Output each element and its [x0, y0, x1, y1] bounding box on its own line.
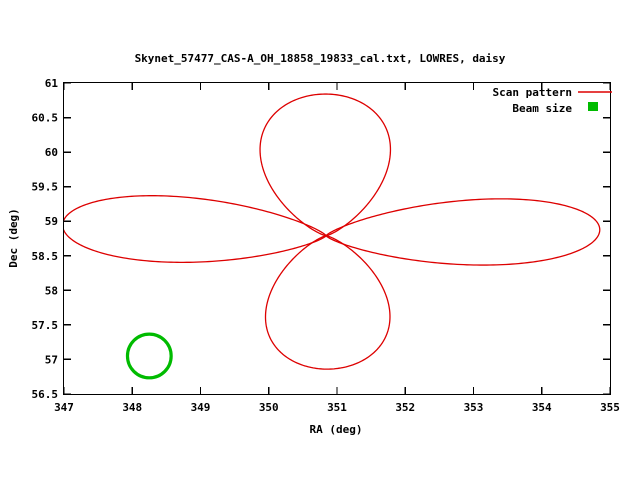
x-tick-label: 347: [54, 401, 74, 414]
x-tick-label: 354: [532, 401, 552, 414]
plot-title: Skynet_57477_CAS-A_OH_18858_19833_cal.tx…: [134, 52, 506, 65]
x-tick-label: 348: [122, 401, 142, 414]
y-tick-label: 58.5: [32, 250, 59, 263]
y-tick-label: 59.5: [32, 181, 59, 194]
y-tick-label: 60: [45, 146, 58, 159]
chart-legend: Scan pattern Beam size: [493, 86, 612, 115]
legend-label-scan-pattern: Scan pattern: [493, 86, 572, 99]
scan-petal-right-petal: [325, 198, 601, 266]
y-tick-label: 60.5: [32, 112, 59, 125]
y-tick-label: 61: [45, 77, 59, 90]
x-tick-label: 351: [327, 401, 347, 414]
x-tick-label: 349: [191, 401, 211, 414]
x-tick-label: 352: [395, 401, 415, 414]
x-axis-ticks: 347 348 349 350 351 352 353 354 355: [54, 83, 620, 414]
scan-pattern-series: [64, 93, 601, 370]
x-tick-label: 355: [600, 401, 620, 414]
x-tick-label: 353: [464, 401, 484, 414]
scan-petal-bottom-petal: [264, 235, 391, 370]
y-tick-label: 57: [45, 353, 58, 366]
scan-petal-left-petal: [64, 195, 327, 264]
legend-label-beam-size: Beam size: [512, 102, 572, 115]
x-axis-title: RA (deg): [310, 423, 363, 436]
beam-size-marker: [125, 332, 173, 380]
plot-frame: [62, 81, 612, 396]
legend-swatch-beam-size: [588, 102, 598, 111]
y-axis-ticks: 56.5 57 57.5 58 58.5 59 59.5 60 60.5 61: [32, 77, 610, 401]
y-tick-label: 59: [45, 215, 58, 228]
y-tick-label: 57.5: [32, 319, 59, 332]
scan-petal-top-petal: [259, 93, 392, 237]
x-tick-label: 350: [259, 401, 279, 414]
y-axis-title: Dec (deg): [7, 208, 20, 268]
y-tick-label: 56.5: [32, 388, 59, 401]
y-tick-label: 58: [45, 284, 58, 297]
